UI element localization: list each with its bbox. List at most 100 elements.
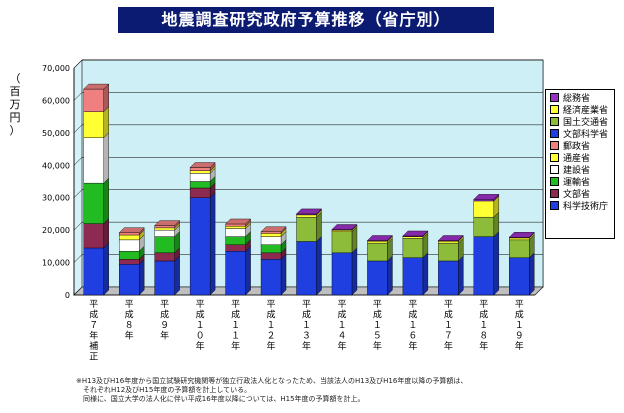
bar-segment: [83, 247, 104, 296]
bar-segment: [225, 228, 246, 237]
bar-segment: [438, 260, 459, 296]
bar-top: [154, 220, 181, 226]
bar-segment: [402, 236, 424, 239]
bar-segment: [83, 182, 104, 224]
y-tick-label: 0: [65, 291, 70, 300]
bar-segment: [260, 233, 282, 237]
legend-item: 通産省: [550, 153, 614, 165]
legend-item: 文部省: [550, 189, 614, 201]
bar-top: [331, 224, 358, 230]
bar-segment: [438, 240, 459, 244]
bar-top: [366, 235, 393, 241]
bar-top: [473, 194, 500, 200]
bar-segment: [260, 236, 282, 245]
y-gridline: [73, 59, 543, 69]
bar-segment: [118, 239, 140, 252]
legend-swatch: [550, 201, 559, 210]
bar-segment: [367, 260, 388, 296]
bar-segment: [509, 257, 530, 296]
x-tick-label: 平成１６年: [408, 299, 417, 352]
footnote-line: ※H13及びH16年度から国立試験研究機関等が独立行政法人化となったため、当該法…: [76, 377, 468, 385]
bar-segment-side: [103, 132, 109, 184]
bar-top: [83, 83, 110, 90]
legend-swatch: [550, 141, 559, 150]
bar-segment-side: [351, 247, 358, 296]
legend-label: 通産省: [563, 154, 591, 164]
legend-swatch: [550, 165, 559, 174]
bar-segment: [331, 231, 353, 254]
bar-segment: [367, 242, 388, 262]
chart-title: 地震調査研究政府予算推移（省庁別）: [118, 7, 494, 33]
legend-item: 科学技術庁: [550, 201, 614, 213]
y-gridline: [73, 221, 543, 231]
bar-segment: [154, 260, 175, 296]
bar-top: [260, 226, 287, 232]
legend-swatch: [550, 153, 559, 162]
bar-segment: [331, 229, 353, 232]
bar-segment: [225, 236, 246, 245]
x-tick-label: 平成１７年: [444, 299, 453, 352]
bar-segment: [83, 111, 104, 138]
bar-segment: [225, 226, 246, 229]
footnote-line: それぞれH12及びH15年度の予算額を計上している。: [76, 386, 252, 394]
bar-segment: [260, 244, 282, 254]
bar-segment: [154, 229, 175, 237]
legend-label: 運輸省: [563, 178, 591, 188]
y-tick-label: 10,000: [42, 259, 70, 268]
y-gridline: [73, 189, 543, 198]
bar-segment: [509, 237, 530, 241]
y-tick-label: 60,000: [42, 96, 70, 105]
footnote-line: 同様に、国立大学の法人化に伴い平成16年度以降については、H15年度の予算額を計…: [76, 395, 365, 403]
bar-segment: [189, 170, 211, 174]
legend-label: 経済産業省: [563, 106, 609, 116]
bar-segment: [225, 251, 246, 296]
legend-item: 経済産業省: [550, 105, 614, 117]
bar-segment: [118, 259, 140, 265]
x-tick-label: 平成１４年: [337, 299, 346, 352]
bar-segment: [296, 216, 317, 242]
x-tick-label: 平成１９年: [515, 299, 524, 352]
bar-segment: [154, 225, 175, 229]
unit-char: 円: [9, 111, 21, 124]
bar-top: [508, 232, 535, 238]
y-tick-label: 70,000: [42, 64, 70, 73]
y-axis-unit-label: （ 百 万 円 ）: [8, 72, 22, 137]
legend-item: 郵政省: [550, 141, 614, 153]
bar-segment: [438, 242, 459, 262]
bar-top: [402, 230, 429, 237]
bar-segment-side: [387, 255, 393, 296]
bar-segment: [118, 232, 140, 236]
x-tick-label: 平成９年: [160, 299, 169, 342]
bar-segment-side: [316, 236, 322, 296]
y-gridline: [73, 92, 543, 101]
chart-legend: 総務省 経済産業省 国土交通省 文部科学省 郵政省 通産省 建設省 運輸省 文部省 科学技術庁: [545, 89, 615, 239]
bar-top: [437, 235, 464, 241]
y-gridline: [73, 157, 543, 166]
x-tick-label: 平成８年: [125, 299, 134, 342]
bar-segment-side: [493, 231, 500, 296]
unit-char: 百: [9, 85, 21, 98]
bar-segment: [83, 88, 104, 112]
bar-segment-side: [103, 106, 109, 139]
bar-segment: [402, 238, 424, 258]
bar-segment-side: [280, 253, 287, 296]
bar-segment: [189, 187, 211, 198]
bar-segment-side: [138, 258, 145, 296]
bar-segment-side: [529, 252, 535, 296]
bar-segment-side: [458, 255, 464, 296]
bar-segment: [402, 257, 424, 296]
bar-segment-side: [209, 192, 216, 296]
bar-segment: [260, 252, 282, 260]
bar-top: [118, 227, 145, 233]
legend-label: 郵政省: [563, 142, 591, 152]
legend-label: 文部省: [563, 190, 591, 200]
bar-segment: [473, 216, 495, 237]
bar-segment: [509, 239, 530, 258]
legend-item: 国土交通省: [550, 117, 614, 129]
bar-segment: [189, 181, 211, 189]
bar-segment: [189, 167, 211, 171]
bar-segment-side: [103, 242, 109, 296]
legend-item: 運輸省: [550, 177, 614, 189]
bar-segment: [331, 252, 353, 296]
